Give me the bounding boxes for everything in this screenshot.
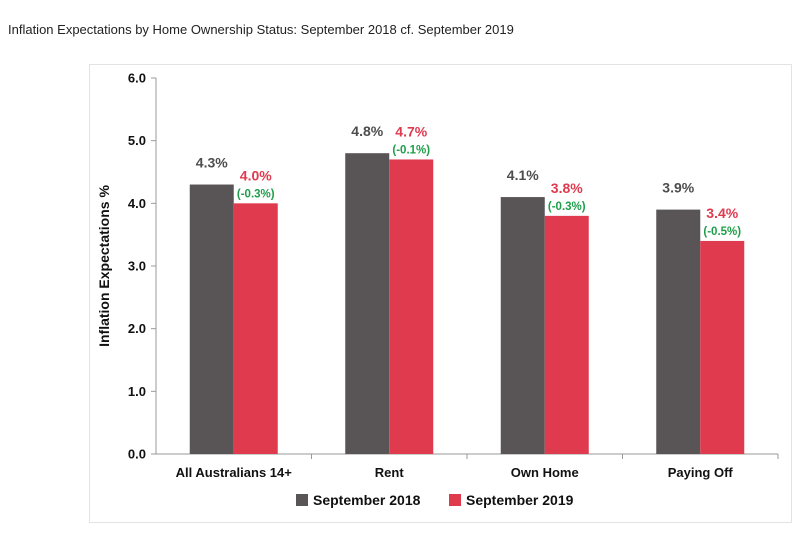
change-label: (-0.3%) bbox=[548, 201, 586, 213]
page-title: Inflation Expectations by Home Ownership… bbox=[8, 22, 514, 37]
data-label-2018: 3.9% bbox=[662, 180, 694, 196]
y-tick-label: 1.0 bbox=[128, 384, 146, 399]
x-category-label: Own Home bbox=[511, 465, 579, 480]
bar-2019 bbox=[233, 203, 278, 454]
bar-2019 bbox=[544, 215, 589, 454]
y-axis-label: Inflation Expectations % bbox=[96, 185, 112, 347]
data-label-2019: 3.8% bbox=[551, 180, 583, 196]
legend-swatch-2019 bbox=[449, 494, 461, 506]
legend-swatch-2018 bbox=[296, 494, 308, 506]
data-label-2018: 4.3% bbox=[196, 155, 228, 171]
change-label: (-0.3%) bbox=[237, 188, 275, 200]
bar-2019 bbox=[389, 159, 434, 454]
legend-label-2019: September 2019 bbox=[466, 492, 574, 508]
change-label: (-0.1%) bbox=[392, 144, 430, 156]
data-label-2019: 3.4% bbox=[706, 205, 738, 221]
data-label-2018: 4.1% bbox=[507, 167, 539, 183]
x-category-label: Rent bbox=[375, 465, 405, 480]
bar-2019 bbox=[700, 240, 745, 454]
bar-2018 bbox=[500, 197, 545, 455]
data-label-2019: 4.7% bbox=[395, 123, 427, 139]
change-label: (-0.5%) bbox=[703, 226, 741, 238]
y-tick-label: 4.0 bbox=[128, 196, 146, 211]
bar-2018 bbox=[189, 184, 234, 455]
y-tick-label: 5.0 bbox=[128, 133, 146, 148]
legend-label-2018: September 2018 bbox=[313, 492, 421, 508]
x-category-label: Paying Off bbox=[668, 465, 734, 480]
x-category-label: All Australians 14+ bbox=[176, 465, 293, 480]
data-label-2018: 4.8% bbox=[351, 123, 383, 139]
y-tick-label: 2.0 bbox=[128, 321, 146, 336]
y-tick-label: 6.0 bbox=[128, 71, 146, 86]
bar-2018 bbox=[656, 209, 701, 454]
bar-2018 bbox=[345, 153, 390, 454]
y-tick-label: 0.0 bbox=[128, 447, 146, 462]
data-label-2019: 4.0% bbox=[240, 167, 272, 183]
y-tick-label: 3.0 bbox=[128, 259, 146, 274]
